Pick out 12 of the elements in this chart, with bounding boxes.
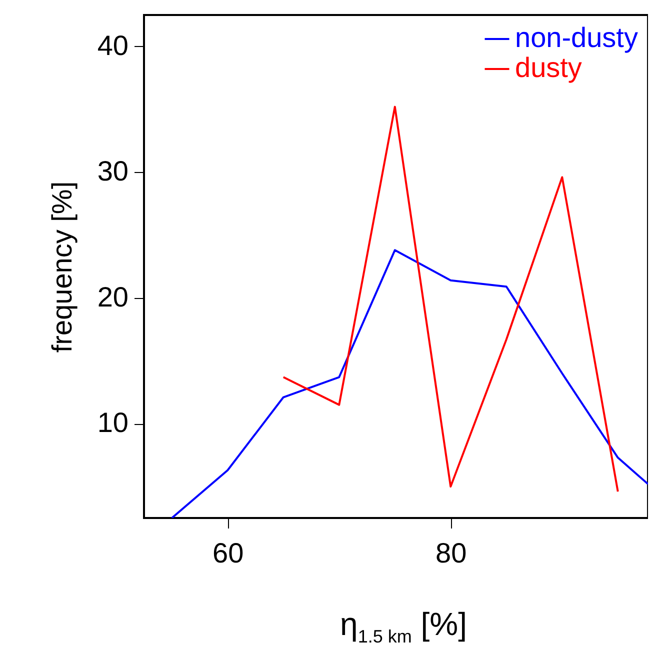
x-tick-label: 80 [436, 538, 467, 568]
legend-label: non-dusty [515, 22, 638, 53]
x-tick-label: 60 [212, 538, 244, 568]
legend-label: dusty [515, 52, 582, 83]
line-series [282, 106, 619, 493]
y-tick-label: 20 [97, 281, 128, 312]
y-axis-title: frequency [%] [46, 181, 78, 353]
x-axis-title: η$_{1.5 km}$ [%] [339, 606, 468, 648]
y-tick-label: 30 [97, 156, 128, 187]
y-tick-label: 10 [97, 407, 128, 438]
line-series [170, 249, 648, 518]
y-tick-label: 40 [97, 30, 128, 61]
